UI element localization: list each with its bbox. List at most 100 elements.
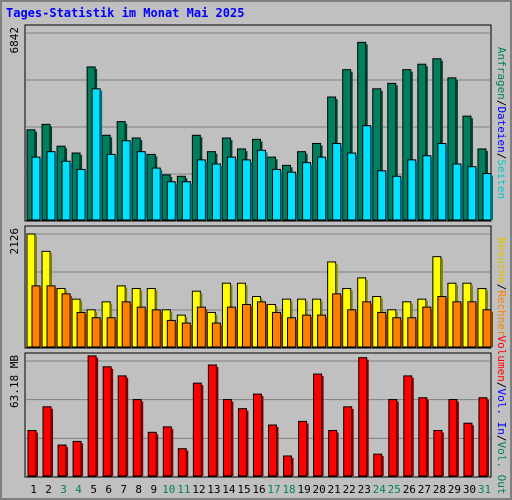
bar-rechner-12-shadow [205,309,208,347]
bar-rechner-18-shadow [295,319,298,347]
day-label-9: 9 [150,483,157,496]
bar-volumen-7 [117,375,127,477]
bar-dateien-28 [437,142,447,221]
bar-rechner-6 [106,317,116,348]
bar-volumen-5 [87,355,97,477]
bar-volumen-31 [478,397,488,477]
bar-volumen-8 [132,399,142,477]
day-label-18: 18 [282,483,295,496]
bar-rechner-21-shadow [340,295,343,347]
bar-dateien-26 [407,159,417,221]
bar-rechner-3 [61,293,71,348]
bar-volumen-25 [388,399,398,477]
bar-dateien-11 [181,181,191,221]
bar-dateien-27 [422,155,432,221]
bar-volumen-11-shadow [186,450,189,476]
bar-rechner-29-shadow [460,303,463,347]
bar-dateien-20 [317,156,327,221]
bar-anfragen-22-shadow [350,71,353,220]
day-label-29: 29 [448,483,461,496]
bar-anfragen-27-shadow [425,66,428,220]
bar-dateien-26-shadow [415,161,418,220]
bar-volumen-6 [102,366,112,477]
bar-dateien-7 [121,140,131,221]
bar-volumen-18-shadow [291,457,294,476]
bar-dateien-2 [46,151,56,221]
day-label-28: 28 [433,483,446,496]
bar-rechner-17 [272,311,282,348]
bar-dateien-16-shadow [265,152,268,220]
bar-rechner-9-shadow [160,311,163,347]
day-label-15: 15 [237,483,250,496]
bar-volumen-30 [463,422,473,477]
bar-volumen-9 [147,431,157,477]
bar-rechner-3-shadow [70,295,73,347]
day-label-19: 19 [297,483,310,496]
panel-bottom-ymax-label: 63.18 MB [8,355,21,408]
side-label-bottom-part: Vol. In [495,389,508,435]
bar-dateien-6-shadow [115,156,118,220]
bar-volumen-10 [162,426,172,477]
bar-rechner-14 [226,306,236,348]
day-label-16: 16 [252,483,265,496]
bar-rechner-26-shadow [415,319,418,347]
bar-rechner-5 [91,317,101,348]
bar-volumen-13 [207,364,217,477]
bar-anfragen-29-shadow [455,79,458,221]
bar-volumen-6-shadow [111,368,114,476]
bar-rechner-17-shadow [280,314,283,347]
bar-dateien-19-shadow [310,164,313,220]
day-label-4: 4 [75,483,82,496]
bar-dateien-30 [467,166,477,221]
bar-rechner-15-shadow [250,306,253,347]
bar-volumen-24-shadow [381,456,384,476]
day-label-30: 30 [463,483,476,496]
bar-dateien-13 [211,163,221,221]
bar-rechner-27-shadow [430,309,433,347]
bar-volumen-30-shadow [471,425,474,476]
bar-volumen-8-shadow [141,401,144,476]
bar-volumen-26-shadow [411,377,414,476]
bar-rechner-20 [317,314,327,348]
bar-rechner-14-shadow [235,309,238,347]
day-label-8: 8 [135,483,142,496]
bar-volumen-19-shadow [306,423,309,476]
bar-dateien-9-shadow [160,170,163,220]
day-label-31: 31 [478,483,491,496]
day-label-6: 6 [105,483,112,496]
side-label-bottom-part: Volumen [495,336,508,382]
bar-dateien-13-shadow [220,165,223,220]
bar-rechner-31-shadow [490,311,493,347]
bar-rechner-30-shadow [475,303,478,347]
bar-volumen-15-shadow [246,410,249,476]
bar-volumen-26 [403,375,413,477]
day-label-13: 13 [207,483,220,496]
bar-volumen-4 [72,440,82,477]
bar-volumen-22 [343,406,353,477]
bar-volumen-29 [448,399,458,477]
bar-volumen-7-shadow [126,377,129,476]
day-label-24: 24 [373,483,387,496]
bar-volumen-27 [418,397,428,477]
bar-dateien-18-shadow [295,174,298,220]
bar-rechner-10-shadow [175,322,178,347]
bar-rechner-19 [302,314,312,348]
bar-dateien-10 [166,181,176,221]
bar-dateien-5-shadow [100,90,103,220]
side-label-middle-part: / [495,284,508,291]
day-label-2: 2 [45,483,52,496]
panel-middle-ymax-label: 2126 [8,228,21,255]
bar-volumen-4-shadow [81,443,84,476]
bar-rechner-11 [181,322,191,348]
side-label-middle-part: Rechner [495,290,508,337]
bar-rechner-12 [196,306,206,348]
bar-dateien-14-shadow [235,159,238,220]
bar-dateien-24 [377,170,387,221]
bar-volumen-9-shadow [156,434,159,476]
bar-rechner-27 [422,306,432,348]
bar-rechner-7 [121,301,131,348]
bar-dateien-12-shadow [205,161,208,220]
bar-rechner-1 [31,285,41,348]
day-label-1: 1 [30,483,37,496]
bar-rechner-21 [332,293,342,348]
